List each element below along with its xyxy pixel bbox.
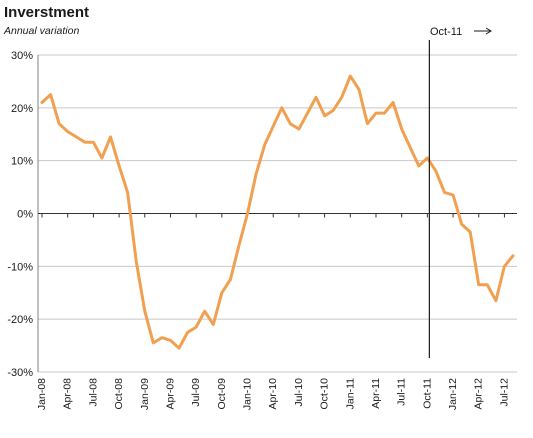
- y-tick-label: -20%: [7, 314, 33, 326]
- x-tick-label: Jan-10: [242, 378, 254, 410]
- y-tick-label: 20%: [11, 103, 33, 115]
- x-tick-label: Jan-12: [447, 378, 459, 410]
- y-tick-label: -30%: [7, 367, 33, 379]
- x-tick-label: Apr-09: [164, 378, 176, 410]
- x-tick-label: Jan-09: [139, 378, 151, 410]
- x-tick-label: Oct-11: [421, 378, 433, 409]
- y-tick-labels: 30% 20% 10% 0% -10% -20% -30%: [7, 50, 33, 379]
- x-tick-labels: Jan-08 Apr-08 Jul-08 Oct-08 Jan-09 Apr-09 Jul-…: [36, 378, 510, 410]
- annotation-arrow-head: [485, 27, 492, 35]
- x-tick-label: Apr-10: [267, 378, 279, 410]
- chart-subtitle: Annual variation: [4, 25, 80, 37]
- axes: [37, 55, 517, 372]
- annotation: Oct-11: [428, 26, 492, 358]
- y-tick-label: 30%: [11, 50, 33, 62]
- x-tick-label: Jul-12: [498, 378, 510, 407]
- x-tick-label: Oct-08: [113, 378, 125, 410]
- x-tick-label: Apr-12: [473, 378, 485, 410]
- y-tick-label: 0%: [17, 209, 33, 221]
- x-tick-label: Oct-09: [216, 378, 228, 410]
- x-tick-label: Jul-09: [190, 378, 202, 407]
- series: [40, 74, 515, 350]
- y-tick-label: -10%: [7, 261, 33, 273]
- annotation-label: Oct-11: [430, 26, 462, 38]
- chart-title: Inverstment: [4, 4, 90, 21]
- x-tick-label: Jan-11: [344, 378, 356, 409]
- y-tick-label: 10%: [11, 156, 33, 168]
- x-tick-label: Apr-08: [62, 378, 74, 410]
- x-tick-label: Jan-08: [36, 378, 48, 410]
- x-tick-label: Oct-10: [319, 378, 331, 410]
- x-tick-label: Jul-10: [293, 378, 305, 407]
- investment-series-line: [40, 74, 515, 350]
- x-tick-label: Jul-08: [87, 378, 99, 407]
- x-tick-label: Jul-11: [396, 378, 408, 406]
- x-tick-label: Apr-11: [370, 378, 382, 409]
